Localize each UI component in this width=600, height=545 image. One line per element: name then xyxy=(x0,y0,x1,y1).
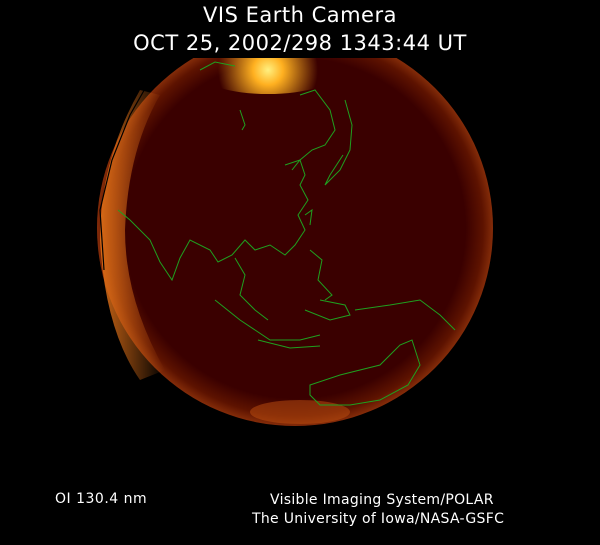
filter-wavelength: OI 130.4 nm xyxy=(55,491,148,507)
instrument-credit: Visible Imaging System/POLAR xyxy=(270,492,494,508)
timestamp: OCT 25, 2002/298 1343:44 UT xyxy=(133,31,467,55)
aurora-oval xyxy=(198,58,338,94)
coastlines xyxy=(117,61,456,406)
terminator-line xyxy=(99,61,171,271)
institution-credit: The University of Iowa/NASA-GSFC xyxy=(252,511,505,527)
title: VIS Earth Camera xyxy=(203,3,397,27)
limb-glow xyxy=(100,90,165,380)
